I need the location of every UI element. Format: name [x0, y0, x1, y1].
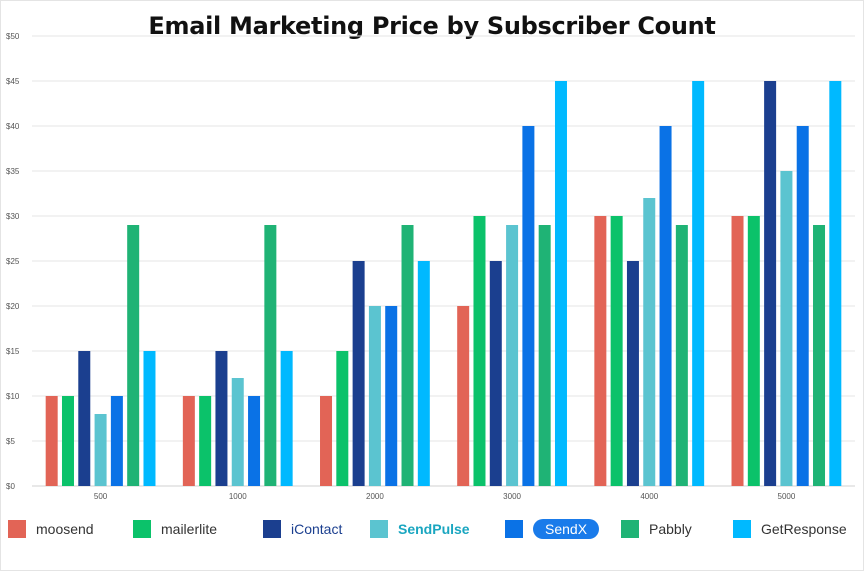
bar-mailerlite-2000: [336, 351, 349, 486]
legend-swatch: [621, 520, 639, 538]
bar-moosend-4000: [594, 216, 607, 486]
bar-sendpulse-2000: [368, 306, 381, 486]
x-tick-label: 4000: [640, 492, 658, 501]
legend-label: iContact: [291, 521, 343, 537]
y-tick-label: $20: [6, 302, 20, 311]
bar-sendx-5000: [796, 126, 809, 486]
y-tick-label: $15: [6, 347, 20, 356]
bar-getresponse-4000: [692, 81, 705, 486]
legend-item-sendpulse: SendPulse: [370, 514, 470, 544]
bar-sendpulse-3000: [506, 225, 519, 486]
legend-item-pabbly: Pabbly: [621, 514, 692, 544]
legend-swatch: [263, 520, 281, 538]
legend-label: SendPulse: [398, 521, 470, 537]
legend-swatch: [733, 520, 751, 538]
bar-pabbly-1000: [264, 225, 277, 486]
legend: moosend mailerlite iContact SendPulse SendX P…: [0, 514, 864, 544]
bar-icontact-4000: [626, 261, 639, 486]
bar-sendpulse-4000: [643, 198, 656, 486]
y-tick-label: $0: [6, 482, 15, 491]
legend-label: Pabbly: [649, 521, 692, 537]
bar-icontact-2000: [352, 261, 365, 486]
bar-icontact-1000: [215, 351, 228, 486]
bar-icontact-3000: [489, 261, 502, 486]
legend-label: mailerlite: [161, 521, 218, 537]
bar-pabbly-5000: [813, 225, 826, 486]
bar-mailerlite-1000: [199, 396, 212, 486]
bar-mailerlite-500: [61, 396, 74, 486]
y-tick-label: $40: [6, 122, 20, 131]
y-tick-label: $45: [6, 77, 20, 86]
bar-moosend-1000: [182, 396, 195, 486]
legend-item-moosend: moosend: [8, 514, 94, 544]
y-tick-label: $10: [6, 392, 20, 401]
y-tick-label: $50: [6, 32, 20, 41]
bar-sendx-3000: [522, 126, 535, 486]
legend-swatch: [505, 520, 523, 538]
bar-getresponse-2000: [417, 261, 430, 486]
bar-getresponse-500: [143, 351, 156, 486]
bar-mailerlite-4000: [610, 216, 623, 486]
bar-getresponse-1000: [280, 351, 293, 486]
y-tick-label: $25: [6, 257, 20, 266]
legend-item-mailerlite: mailerlite: [133, 514, 217, 544]
bar-sendpulse-1000: [231, 378, 244, 486]
x-tick-label: 5000: [778, 492, 796, 501]
bar-icontact-5000: [764, 81, 777, 486]
bar-mailerlite-5000: [747, 216, 760, 486]
bar-getresponse-3000: [554, 81, 567, 486]
bar-sendx-1000: [248, 396, 261, 486]
bar-moosend-2000: [320, 396, 333, 486]
legend-item-icontact: iContact: [263, 514, 342, 544]
bar-sendpulse-500: [94, 414, 107, 486]
bar-pabbly-2000: [401, 225, 414, 486]
y-tick-label: $5: [6, 437, 15, 446]
bar-sendx-2000: [385, 306, 398, 486]
y-tick-label: $30: [6, 212, 20, 221]
bar-pabbly-500: [127, 225, 140, 486]
legend-item-getresponse: GetResponse: [733, 514, 847, 544]
bar-moosend-3000: [457, 306, 470, 486]
y-tick-label: $35: [6, 167, 20, 176]
x-tick-label: 500: [94, 492, 108, 501]
bar-mailerlite-3000: [473, 216, 486, 486]
legend-swatch: [370, 520, 388, 538]
bar-pabbly-4000: [675, 225, 688, 486]
bar-sendx-4000: [659, 126, 672, 486]
x-tick-label: 3000: [503, 492, 521, 501]
bar-getresponse-5000: [829, 81, 842, 486]
legend-item-sendx: SendX: [505, 514, 600, 544]
chart-title: Email Marketing Price by Subscriber Coun…: [148, 12, 716, 40]
bar-moosend-500: [45, 396, 58, 486]
bar-pabbly-3000: [538, 225, 551, 486]
bar-sendx-500: [110, 396, 123, 486]
bar-moosend-5000: [731, 216, 744, 486]
bar-sendpulse-5000: [780, 171, 793, 486]
legend-swatch: [133, 520, 151, 538]
legend-label: moosend: [36, 521, 94, 537]
legend-swatch: [8, 520, 26, 538]
legend-label: GetResponse: [761, 521, 847, 537]
bar-icontact-500: [78, 351, 91, 486]
x-tick-label: 1000: [229, 492, 247, 501]
x-tick-label: 2000: [366, 492, 384, 501]
legend-label: SendX: [533, 519, 600, 539]
